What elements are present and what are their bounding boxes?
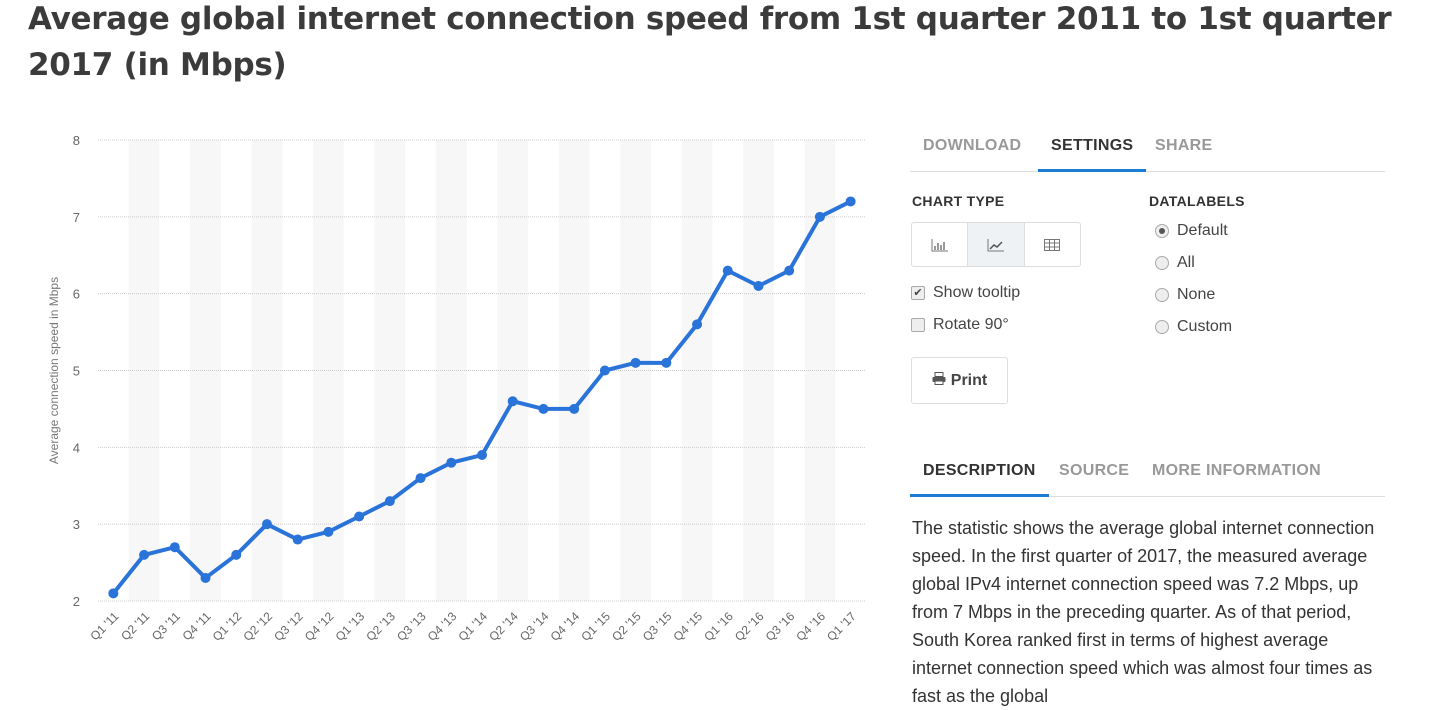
x-tick-label: Q3 '14 [517, 609, 552, 644]
radio-custom[interactable]: Custom [1155, 318, 1232, 336]
line-chart: 2 3 4 5 6 7 8 Average connection speed in Mbps Q… [47, 133, 866, 644]
radio-none[interactable]: None [1155, 286, 1215, 304]
data-point [630, 357, 641, 368]
line-chart-icon[interactable] [968, 223, 1025, 266]
radio-label: Default [1177, 222, 1228, 239]
x-tick-label: Q4 '15 [671, 609, 706, 644]
data-point [692, 319, 703, 330]
tab-share[interactable]: SHARE [1155, 137, 1213, 154]
data-point [446, 457, 457, 468]
column-band [190, 140, 221, 601]
checkbox-unchecked-icon [911, 318, 925, 332]
data-point [292, 534, 303, 545]
x-tick-label: Q3 '16 [763, 609, 798, 644]
data-point [415, 473, 426, 484]
y-tick-label: 5 [73, 364, 80, 379]
y-tick-label: 3 [73, 517, 80, 532]
data-point [139, 549, 150, 560]
y-tick-label: 4 [73, 440, 80, 455]
print-label: Print [950, 371, 988, 389]
data-point [200, 572, 211, 583]
tab-description[interactable]: DESCRIPTION [910, 447, 1049, 497]
tab-more-information[interactable]: MORE INFORMATION [1152, 462, 1321, 479]
print-button[interactable]: Print [911, 357, 1008, 404]
show-tooltip-checkbox[interactable]: ✔ Show tooltip [911, 284, 1020, 302]
data-point [477, 450, 487, 461]
x-tick-label: Q2 '15 [609, 609, 644, 644]
checkbox-checked-icon: ✔ [911, 286, 925, 300]
x-tick-label: Q1 '16 [701, 609, 736, 644]
radio-default[interactable]: Default [1155, 222, 1228, 240]
x-tick-label: Q1 '11 [87, 609, 121, 643]
radio-label: All [1177, 254, 1195, 271]
x-tick-label: Q3 '11 [149, 609, 183, 643]
description-text: The statistic shows the average global i… [912, 518, 1375, 706]
settings-tabs: DOWNLOAD SETTINGS SHARE [910, 122, 1385, 172]
tab-source[interactable]: SOURCE [1059, 462, 1130, 479]
data-point [845, 196, 856, 207]
x-tick-label: Q3 '15 [640, 609, 675, 644]
data-point [753, 280, 764, 291]
tab-download[interactable]: DOWNLOAD [923, 137, 1022, 154]
chart-type-selector [911, 222, 1081, 267]
y-tick-label: 6 [73, 287, 80, 302]
y-axis-label: Average connection speed in Mbps [47, 277, 61, 464]
x-tick-label: Q1 '12 [210, 609, 245, 644]
rotate-label: Rotate 90° [933, 316, 1009, 333]
data-point [784, 265, 795, 276]
x-tick-label: Q1 '13 [333, 609, 368, 644]
y-tick-label: 7 [73, 210, 80, 225]
data-point [569, 403, 580, 414]
bar-chart-icon[interactable] [912, 223, 969, 266]
data-point [384, 496, 395, 507]
x-tick-label: Q3 '12 [271, 609, 306, 644]
column-band [620, 140, 651, 601]
radio-label: None [1177, 286, 1216, 303]
data-point [507, 396, 518, 407]
x-tick-label: Q2 '13 [363, 609, 398, 644]
data-point [323, 526, 334, 537]
column-band [435, 140, 467, 601]
data-point [169, 542, 180, 553]
data-point [538, 403, 549, 414]
data-point [661, 357, 672, 368]
x-tick-label: Q2 '16 [732, 609, 767, 644]
x-tick-label: Q2 '11 [118, 609, 152, 643]
data-point [261, 519, 272, 530]
x-tick-label: Q2 '12 [240, 609, 275, 644]
data-point [814, 211, 825, 222]
datalabels-label: DATALABELS [1149, 193, 1245, 209]
chart-type-label: CHART TYPE [912, 193, 1005, 209]
rotate-checkbox[interactable]: Rotate 90° [911, 316, 1009, 334]
x-tick-label: Q2 '14 [486, 609, 521, 644]
printer-icon [932, 371, 946, 390]
show-tooltip-label: Show tooltip [933, 284, 1021, 301]
table-icon[interactable] [1025, 223, 1080, 266]
x-tick-label: Q3 '13 [394, 609, 429, 644]
data-point [231, 549, 242, 560]
data-point [354, 511, 365, 522]
radio-label: Custom [1177, 318, 1233, 335]
tab-settings[interactable]: SETTINGS [1038, 122, 1147, 172]
info-tabs: DESCRIPTION SOURCE MORE INFORMATION [910, 447, 1385, 497]
data-point [108, 588, 119, 599]
y-tick-label: 8 [73, 133, 80, 148]
x-tick-label: Q4 '12 [302, 609, 337, 644]
x-tick-label: Q4 '16 [793, 609, 828, 644]
y-tick-label: 2 [73, 594, 80, 609]
x-tick-label: Q4 '13 [425, 609, 460, 644]
x-tick-label: Q4 '14 [548, 609, 583, 644]
x-tick-label: Q1 '15 [578, 609, 613, 644]
radio-all[interactable]: All [1155, 254, 1195, 272]
page-title: Average global internet connection speed… [28, 1, 1392, 83]
x-tick-label: Q4 '11 [180, 609, 214, 643]
x-tick-label: Q1 '17 [824, 609, 859, 644]
x-tick-label: Q1 '14 [455, 609, 490, 644]
data-point [722, 265, 733, 276]
data-point [599, 365, 610, 376]
series-line [111, 199, 852, 595]
